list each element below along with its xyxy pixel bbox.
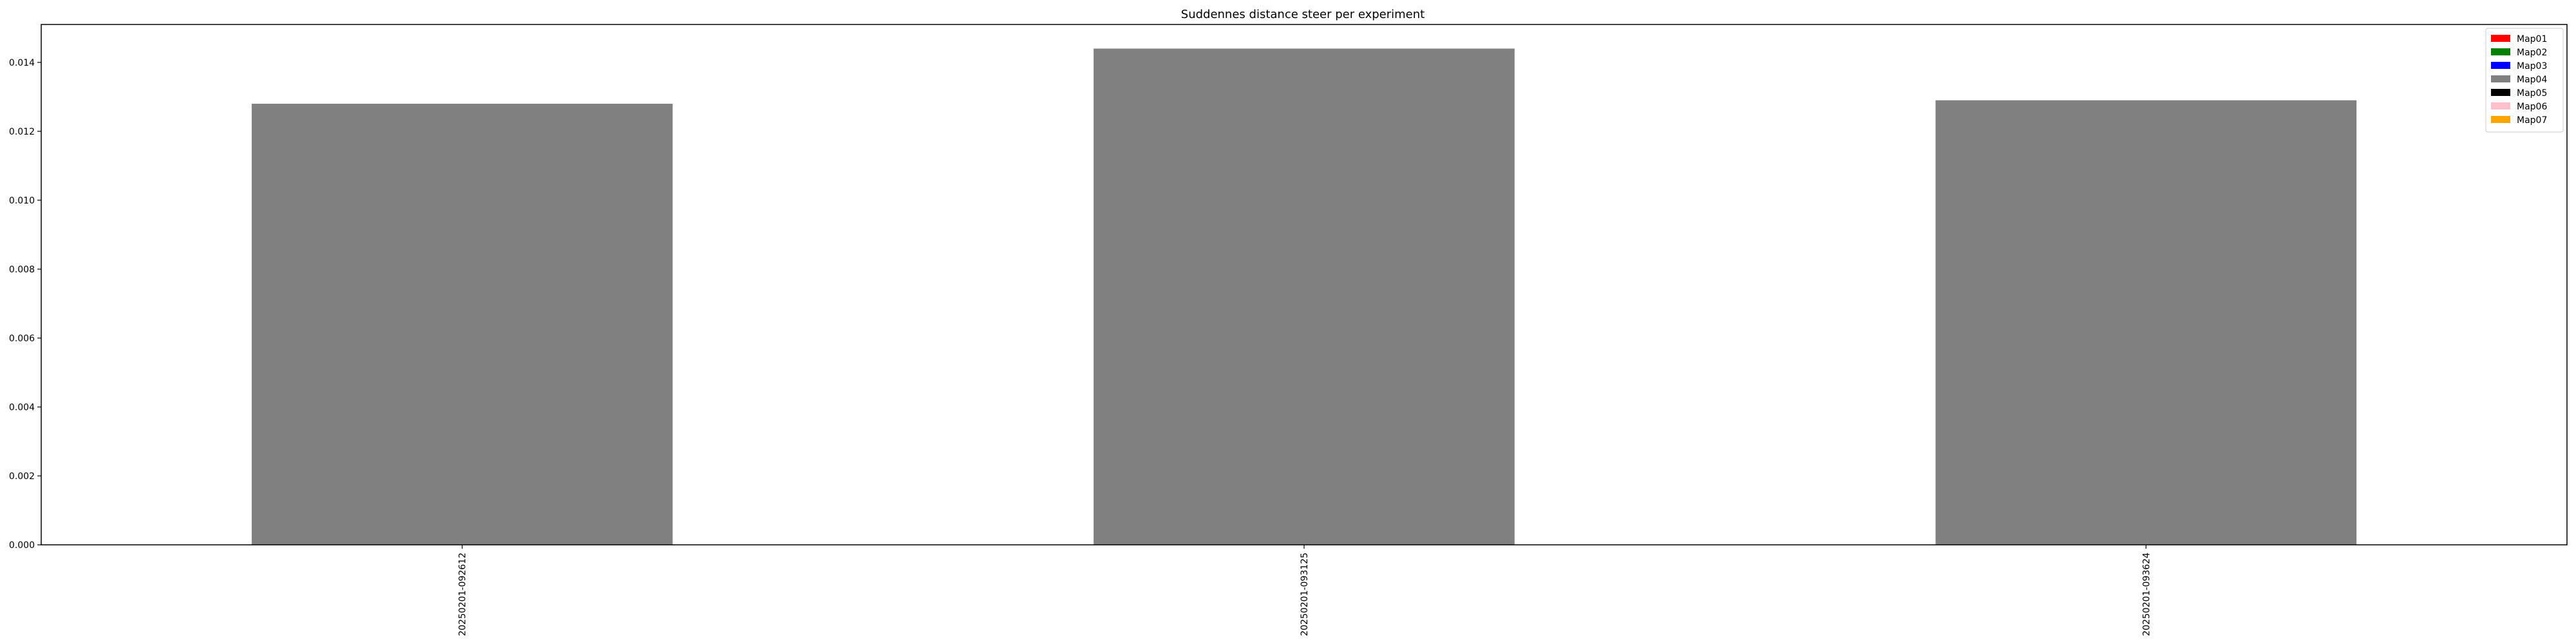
y-tick-label: 0.010	[9, 196, 35, 206]
y-tick-label: 0.008	[9, 265, 35, 275]
legend-swatch-Map07	[2491, 116, 2510, 123]
bar-20250201-093624	[1935, 100, 2357, 545]
bar-20250201-092612	[251, 104, 673, 545]
legend: Map01 Map02 Map03 Map04 Map05 Map06 Map07	[2485, 28, 2564, 133]
legend-label-Map03: Map03	[2517, 61, 2547, 71]
x-tick-label: 20250201-093624	[2141, 553, 2152, 636]
legend-label-Map07: Map07	[2517, 115, 2547, 126]
legend-swatch-Map04	[2491, 75, 2510, 82]
x-tick-label: 20250201-093125	[1300, 553, 1310, 636]
bar-20250201-093125	[1094, 48, 1515, 545]
x-axis: 20250201-092612 20250201-093125 20250201-0…	[458, 545, 2152, 636]
legend-label-Map05: Map05	[2517, 88, 2547, 99]
y-axis: 0.000 0.002 0.004 0.006 0.008 0.010 0.012 0.014	[9, 58, 41, 551]
legend-swatch-Map06	[2491, 102, 2510, 109]
legend-label-Map01: Map01	[2517, 34, 2547, 44]
x-tick-label: 20250201-092612	[458, 553, 468, 636]
plot-frame	[41, 24, 2568, 545]
y-tick-label: 0.002	[9, 471, 35, 482]
legend-swatch-Map01	[2491, 35, 2510, 42]
chart-title: Suddennes distance steer per experiment	[1181, 8, 1425, 21]
legend-label-Map04: Map04	[2517, 75, 2547, 85]
y-tick-label: 0.014	[9, 58, 35, 68]
y-tick-label: 0.006	[9, 334, 35, 344]
legend-label-Map02: Map02	[2517, 48, 2547, 58]
legend-swatch-Map03	[2491, 62, 2510, 69]
y-tick-label: 0.012	[9, 127, 35, 137]
bars-group	[251, 48, 2357, 545]
legend-swatch-Map05	[2491, 89, 2510, 96]
y-tick-label: 0.000	[9, 540, 35, 551]
legend-swatch-Map02	[2491, 48, 2510, 55]
legend-label-Map06: Map06	[2517, 102, 2547, 112]
y-tick-label: 0.004	[9, 402, 35, 413]
